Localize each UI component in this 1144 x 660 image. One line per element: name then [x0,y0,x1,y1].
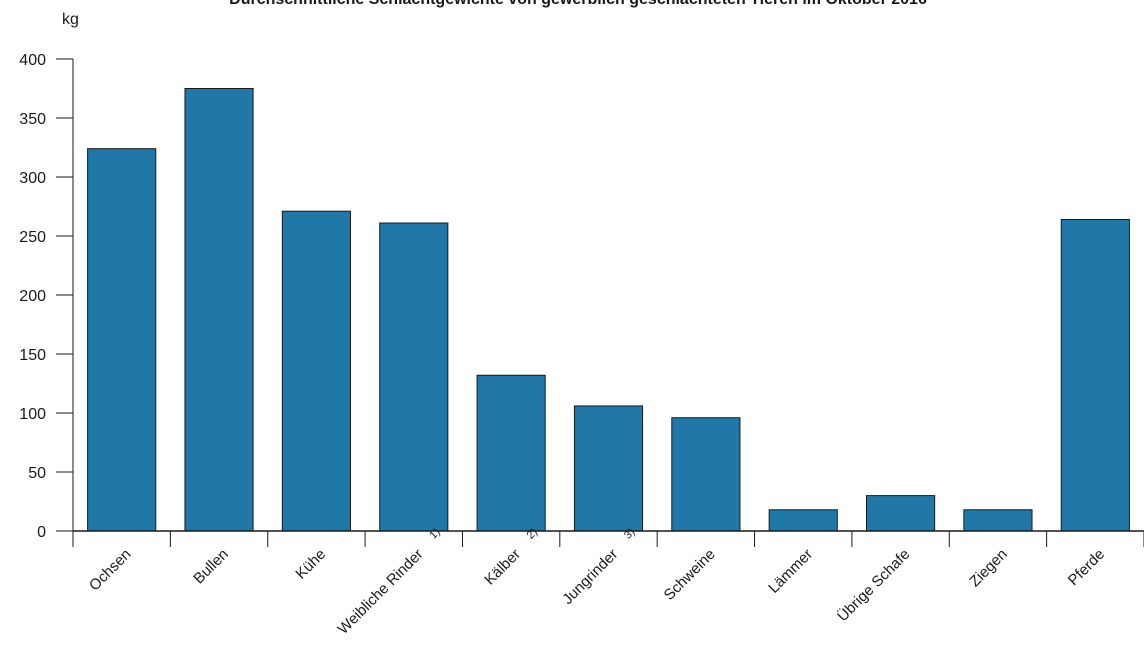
y-tick-label: 400 [19,52,46,69]
y-axis-unit: kg [62,11,79,28]
category-label: Ziegen [966,546,1010,590]
category-label: Übrige Schafe [833,545,913,625]
category-text: Übrige Schafe [833,545,913,625]
y-tick-label: 250 [19,229,46,246]
category-text: Pferde [1065,546,1108,589]
y-tick-label: 50 [28,465,46,482]
y-tick-label: 100 [19,406,46,423]
y-tick-label: 200 [19,288,46,305]
category-text: Lämmer [765,546,816,597]
category-text: Jungrinder [559,546,621,608]
bar-6 [573,405,644,532]
category-text: Weibliche Rinder [335,546,427,638]
bar-10 [963,509,1033,532]
bar-1 [87,148,157,532]
category-label: Pferde [1065,546,1108,589]
bar-5 [476,374,546,532]
y-tick-label: 300 [19,170,46,187]
category-text: Ochsen [86,546,135,595]
category-text: Bullen [190,546,232,588]
y-tick-label: 150 [19,347,46,364]
y-axis: 0 50 100 150 200 250 300 350 400 [19,52,74,541]
category-label: Kühe [292,546,329,583]
bars-group [87,88,1130,532]
bar-2 [184,88,254,532]
y-tick-label: 350 [19,111,46,128]
category-label: Ochsen [86,546,135,595]
category-text: Kühe [292,546,329,583]
category-text: Kälber [481,546,524,589]
y-tick-label: 0 [37,524,46,541]
category-text: Ziegen [966,546,1010,590]
bar-11 [1060,218,1130,532]
category-text: Schweine [661,546,719,604]
bar-3 [281,210,351,532]
chart-title: Durchschnittliche Schlachtgewichte von g… [229,0,927,8]
category-label: Schweine [661,546,719,604]
category-label: Bullen [190,546,232,588]
bar-8 [768,509,838,532]
bar-7 [671,417,741,532]
category-label: Lämmer [765,546,816,597]
bar-4 [379,222,449,532]
bar-9 [866,495,936,532]
